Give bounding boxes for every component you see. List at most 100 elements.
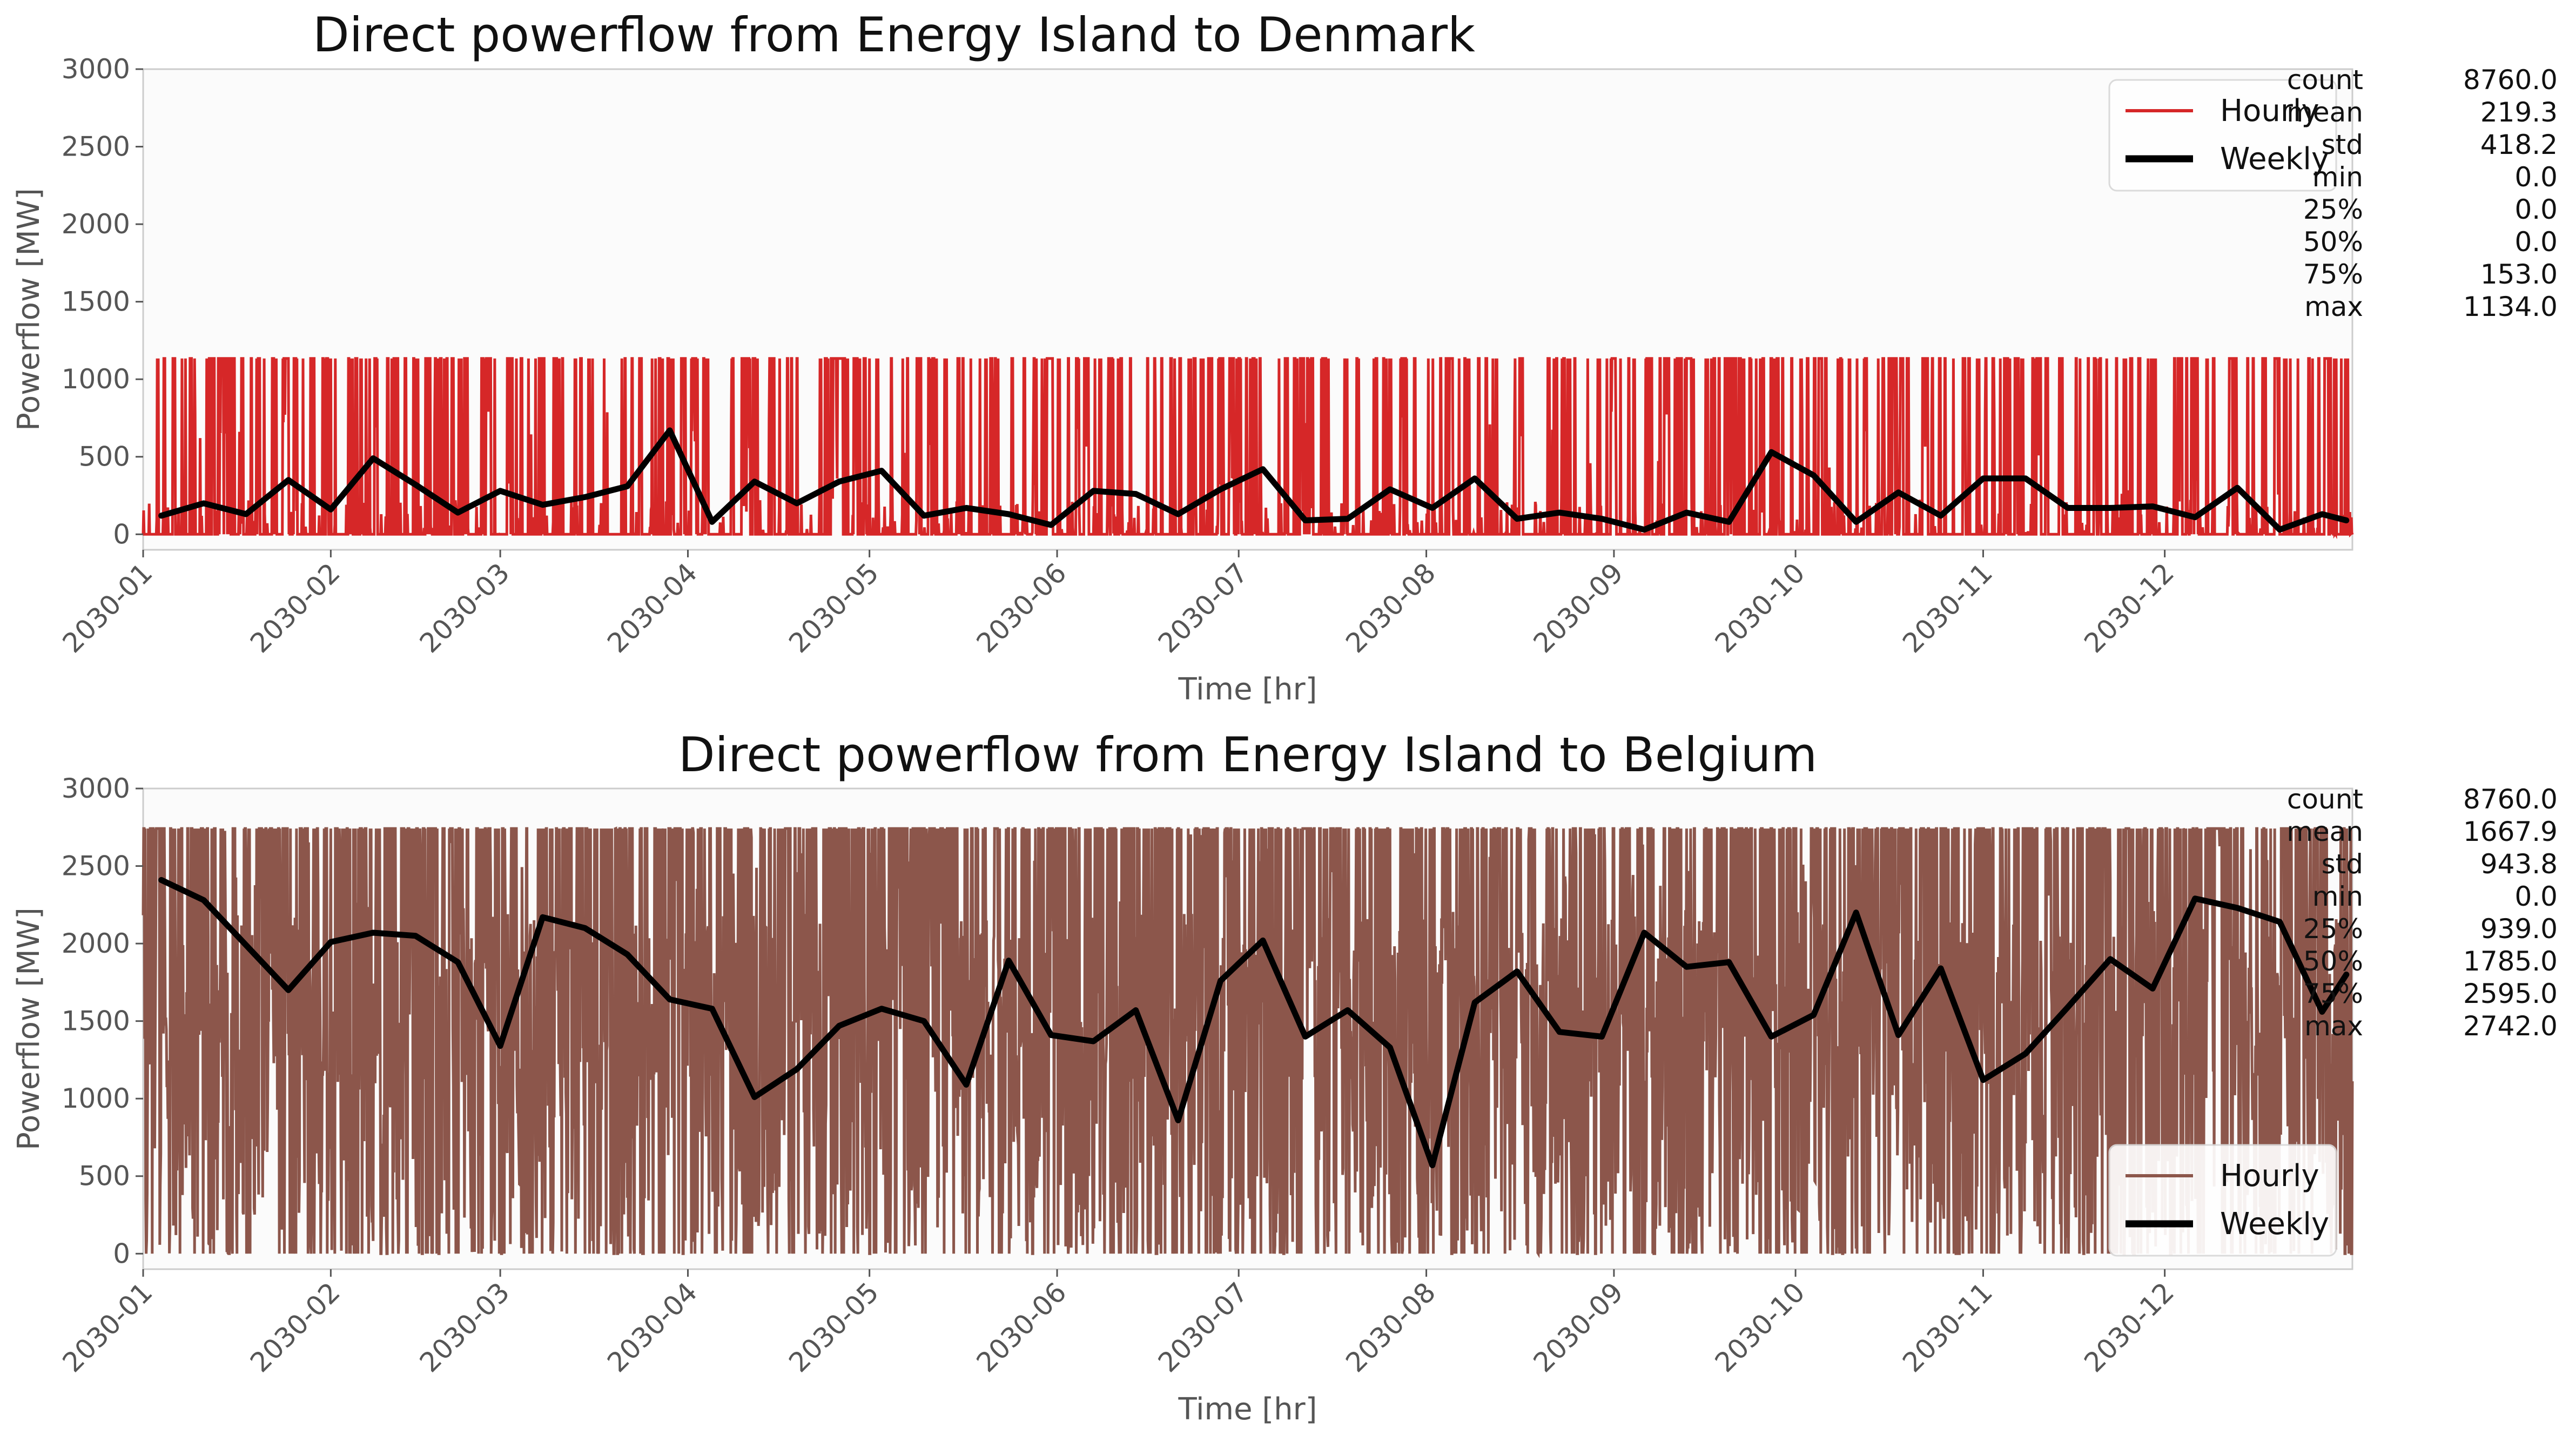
x-tick-label: 2030-05 <box>783 1276 885 1378</box>
stats-label: max <box>2304 1010 2363 1042</box>
x-tick-label: 2030-02 <box>244 557 346 659</box>
x-tick-label: 2030-11 <box>1896 557 1999 659</box>
x-axis-label: Time [hr] <box>1178 1392 1317 1427</box>
hourly-series <box>142 357 2354 540</box>
x-tick-label: 2030-09 <box>1528 1276 1630 1378</box>
stats-value: 219.3 <box>2480 97 2558 128</box>
legend-weekly-label: Weekly <box>2220 1207 2329 1242</box>
stats-value: 2742.0 <box>2463 1010 2558 1042</box>
y-axis-ticks: 0 500 1000 1500 2000 2500 3000 <box>62 773 143 1269</box>
y-tick-label: 1500 <box>62 1006 130 1037</box>
hourly-series <box>142 826 2354 1258</box>
y-tick-label: 500 <box>79 1161 130 1192</box>
stats-label: 50% <box>2303 226 2363 258</box>
y-tick-label: 1000 <box>62 1083 130 1114</box>
x-axis-ticks: 2030-01 2030-02 2030-03 2030-04 2030-05 2030-… <box>57 550 2180 659</box>
x-tick-label: 2030-07 <box>1152 557 1254 659</box>
y-tick-label: 0 <box>113 518 130 550</box>
y-tick-label: 3000 <box>62 773 130 804</box>
y-tick-label: 1000 <box>62 363 130 395</box>
x-tick-label: 2030-07 <box>1152 1276 1254 1378</box>
stats-label: 25% <box>2303 194 2363 225</box>
stats-value: 939.0 <box>2480 913 2558 945</box>
stats-label: mean <box>2286 97 2363 128</box>
stats-label: min <box>2312 161 2363 193</box>
y-tick-label: 2500 <box>62 131 130 163</box>
y-tick-label: 2500 <box>62 851 130 882</box>
legend-box <box>2108 79 2337 192</box>
x-axis-label: Time [hr] <box>1178 672 1317 707</box>
x-tick-label: 2030-11 <box>1896 1276 1999 1378</box>
stats-label: max <box>2304 291 2363 322</box>
x-tick-label: 2030-01 <box>57 557 159 659</box>
x-tick-label: 2030-04 <box>601 1276 703 1378</box>
y-axis-ticks: 0 500 1000 1500 2000 2500 3000 <box>62 53 143 550</box>
chart-denmark: Direct powerflow from Energy Island to D… <box>11 7 2558 707</box>
stats-label: 50% <box>2303 946 2363 977</box>
stats-value: 1785.0 <box>2463 946 2558 977</box>
x-tick-label: 2030-03 <box>414 557 516 659</box>
stats-value: 943.8 <box>2480 848 2558 880</box>
hourly-line <box>142 357 2354 540</box>
y-axis-label: Powerflow [MW] <box>11 907 46 1150</box>
x-tick-label: 2030-06 <box>971 1276 1073 1378</box>
x-tick-label: 2030-10 <box>1709 557 1811 659</box>
stats-value: 418.2 <box>2480 129 2558 160</box>
x-tick-label: 2030-04 <box>601 557 703 659</box>
stats-table: count 8760.0 mean 1667.9 std 943.8 min 0.0 25% 93… <box>2286 784 2558 1042</box>
y-axis-label: Powerflow [MW] <box>11 188 46 431</box>
stats-label: std <box>2322 129 2363 160</box>
legend: Hourly Weekly <box>2108 1144 2337 1257</box>
stats-value: 1134.0 <box>2463 291 2558 322</box>
stats-value: 0.0 <box>2514 194 2558 225</box>
x-tick-label: 2030-12 <box>2078 1276 2180 1378</box>
chart-title: Direct powerflow from Energy Island to B… <box>678 727 1817 783</box>
stats-label: 75% <box>2303 259 2363 290</box>
stats-label: mean <box>2286 816 2363 847</box>
stats-value: 2595.0 <box>2463 978 2558 1009</box>
legend-hourly-label: Hourly <box>2220 1158 2319 1194</box>
x-axis-ticks: 2030-01 2030-02 2030-03 2030-04 2030-05 2030-… <box>57 1269 2180 1378</box>
hourly-line <box>142 826 2354 1258</box>
chart-title: Direct powerflow from Energy Island to D… <box>313 7 1475 63</box>
y-tick-label: 500 <box>79 441 130 473</box>
x-tick-label: 2030-09 <box>1528 557 1630 659</box>
stats-value: 1667.9 <box>2463 816 2558 847</box>
weekly-series <box>158 427 2350 533</box>
weekly-line <box>158 877 2350 1169</box>
weekly-series <box>158 877 2350 1169</box>
stats-label: count <box>2287 64 2363 96</box>
stats-value: 0.0 <box>2514 161 2558 193</box>
stats-label: count <box>2287 784 2363 815</box>
x-tick-label: 2030-02 <box>244 1276 346 1378</box>
y-tick-label: 3000 <box>62 53 130 85</box>
y-tick-label: 1500 <box>62 286 130 318</box>
legend-box <box>2108 1144 2337 1257</box>
weekly-line <box>158 427 2350 533</box>
legend-hourly-label: Hourly <box>2220 93 2319 129</box>
stats-label: std <box>2322 848 2363 880</box>
stats-label: min <box>2312 881 2363 912</box>
y-tick-label: 0 <box>113 1238 130 1269</box>
x-tick-label: 2030-08 <box>1340 1276 1442 1378</box>
stats-value: 153.0 <box>2480 259 2558 290</box>
x-tick-label: 2030-08 <box>1340 557 1442 659</box>
stats-value: 8760.0 <box>2463 64 2558 96</box>
stats-value: 8760.0 <box>2463 784 2558 815</box>
y-tick-label: 2000 <box>62 208 130 240</box>
y-tick-label: 2000 <box>62 928 130 959</box>
x-tick-label: 2030-03 <box>414 1276 516 1378</box>
x-tick-label: 2030-05 <box>783 557 885 659</box>
x-tick-label: 2030-12 <box>2078 557 2180 659</box>
stats-value: 0.0 <box>2514 881 2558 912</box>
stats-label: 25% <box>2303 913 2363 945</box>
stats-label: 75% <box>2303 978 2363 1009</box>
stats-value: 0.0 <box>2514 226 2558 258</box>
x-tick-label: 2030-10 <box>1709 1276 1811 1378</box>
x-tick-label: 2030-01 <box>57 1276 159 1378</box>
x-tick-label: 2030-06 <box>971 557 1073 659</box>
stats-table: count 8760.0 mean 219.3 std 418.2 min 0.0 25% 0.0… <box>2286 64 2558 322</box>
legend-weekly-label: Weekly <box>2220 141 2329 177</box>
chart-belgium: Direct powerflow from Energy Island to B… <box>11 727 2558 1427</box>
